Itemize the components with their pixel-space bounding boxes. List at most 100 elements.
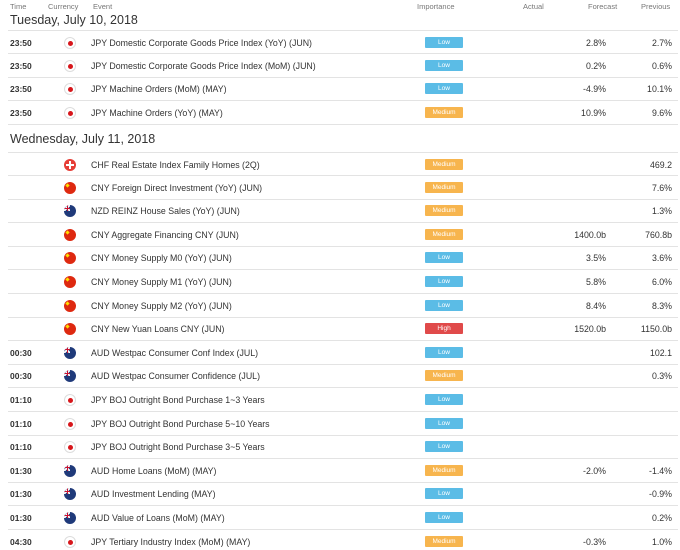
- forecast-value: 1520.0b: [574, 324, 606, 335]
- column-header: Time Currency Event Importance Actual Fo…: [0, 0, 680, 12]
- event-row[interactable]: CHF Real Estate Index Family Homes (2Q) M…: [8, 152, 678, 176]
- event-name[interactable]: AUD Westpac Consumer Conf Index (JUL): [91, 347, 259, 358]
- importance-badge: Low: [425, 417, 463, 429]
- previous-value: 0.3%: [651, 371, 672, 382]
- previous-value: 0.2%: [651, 513, 672, 523]
- event-row[interactable]: CNY Foreign Direct Investment (YoY) (JUN…: [8, 176, 678, 200]
- japan-flag-icon: [64, 37, 76, 49]
- event-name[interactable]: CNY New Yuan Loans CNY (JUN): [91, 324, 225, 335]
- importance-badge: Low: [425, 276, 463, 287]
- event-row[interactable]: CNY Money Supply M1 (YoY) (JUN) Low 5.8% 6.…: [8, 270, 678, 294]
- event-name[interactable]: CNY Money Supply M1 (YoY) (JUN): [91, 277, 232, 287]
- japan-flag-icon: [64, 417, 76, 430]
- event-name[interactable]: JPY BOJ Outright Bond Purchase 1~3 Years: [91, 395, 265, 405]
- event-row[interactable]: NZD REINZ House Sales (YoY) (JUN) Medium 1…: [8, 199, 678, 224]
- importance-badge: Low: [425, 37, 463, 48]
- event-name[interactable]: CNY Aggregate Financing CNY (JUN): [91, 229, 239, 240]
- event-row[interactable]: 01:30 AUD Value of Loans (MoM) (MAY) Low 0.…: [8, 506, 678, 530]
- importance-badge: Medium: [425, 205, 463, 217]
- event-time: 01:30: [10, 513, 32, 523]
- event-row[interactable]: CNY New Yuan Loans CNY (JUN) High 1520.0b 1…: [8, 317, 678, 342]
- event-time: 23:50: [10, 107, 32, 118]
- forecast-value: 5.8%: [585, 277, 606, 287]
- china-flag-icon: [64, 181, 76, 194]
- event-name[interactable]: NZD REINZ House Sales (YoY) (JUN): [91, 206, 240, 217]
- japan-flag-icon: [64, 59, 76, 72]
- previous-value: 1.0%: [651, 536, 672, 547]
- event-name[interactable]: JPY Domestic Corporate Goods Price Index…: [91, 60, 316, 71]
- event-row[interactable]: 01:10 JPY BOJ Outright Bond Purchase 5~10…: [8, 412, 678, 436]
- event-row[interactable]: CNY Aggregate Financing CNY (JUN) Medium 1…: [8, 223, 678, 247]
- event-name[interactable]: AUD Westpac Consumer Confidence (JUL): [91, 371, 260, 382]
- event-row[interactable]: CNY Money Supply M0 (YoY) (JUN) Low 3.5% 3.…: [8, 246, 678, 271]
- event-name[interactable]: JPY Domestic Corporate Goods Price Index…: [91, 38, 312, 48]
- event-row[interactable]: 00:30 AUD Westpac Consumer Conf Index (JU…: [8, 341, 678, 365]
- event-row[interactable]: 01:30 AUD Home Loans (MoM) (MAY) Medium -2.…: [8, 459, 678, 483]
- event-name[interactable]: AUD Value of Loans (MoM) (MAY): [91, 513, 225, 523]
- event-time: 23:50: [10, 38, 32, 48]
- japan-flag-icon: [64, 441, 76, 454]
- event-time: 01:30: [10, 465, 32, 476]
- previous-value: 7.6%: [651, 182, 672, 193]
- japan-flag-icon: [64, 106, 76, 119]
- forecast-value: 2.8%: [585, 38, 606, 48]
- event-name[interactable]: JPY BOJ Outright Bond Purchase 5~10 Year…: [91, 418, 270, 429]
- importance-badge: Medium: [425, 228, 463, 240]
- event-name[interactable]: JPY Tertiary Industry Index (MoM) (MAY): [91, 536, 251, 547]
- previous-value: -1.4%: [649, 465, 672, 476]
- importance-badge: Low: [425, 441, 463, 453]
- event-row[interactable]: 01:10 JPY BOJ Outright Bond Purchase 3~5 …: [8, 435, 678, 460]
- event-name[interactable]: JPY BOJ Outright Bond Purchase 3~5 Years: [91, 442, 265, 453]
- event-row[interactable]: 00:30 AUD Westpac Consumer Confidence (JU…: [8, 364, 678, 389]
- importance-badge: Low: [425, 299, 463, 311]
- event-name[interactable]: CNY Money Supply M2 (YoY) (JUN): [91, 300, 232, 311]
- event-name[interactable]: CNY Money Supply M0 (YoY) (JUN): [91, 253, 232, 264]
- previous-value: -0.9%: [649, 489, 672, 500]
- previous-value: 2.7%: [651, 38, 672, 48]
- event-name[interactable]: JPY Machine Orders (MoM) (MAY): [91, 84, 227, 95]
- column-importance: Importance: [417, 2, 455, 11]
- event-time: 23:50: [10, 60, 32, 71]
- event-name[interactable]: CNY Foreign Direct Investment (YoY) (JUN…: [91, 182, 263, 193]
- previous-value: 760.8b: [645, 229, 672, 240]
- event-time: 00:30: [10, 347, 32, 358]
- event-row[interactable]: 23:50 JPY Machine Orders (YoY) (MAY) Mediu…: [8, 101, 678, 125]
- previous-value: 6.0%: [651, 277, 672, 287]
- china-flag-icon: [64, 323, 76, 336]
- event-row[interactable]: 23:50 JPY Domestic Corporate Goods Price …: [8, 30, 678, 54]
- event-row[interactable]: 01:30 AUD Investment Lending (MAY) Low -0.9…: [8, 482, 678, 507]
- event-row[interactable]: 23:50 JPY Domestic Corporate Goods Price …: [8, 54, 678, 78]
- event-name[interactable]: AUD Home Loans (MoM) (MAY): [91, 465, 217, 476]
- event-name[interactable]: CHF Real Estate Index Family Homes (2Q): [91, 160, 260, 170]
- event-row[interactable]: 04:30 JPY Tertiary Industry Index (MoM) (…: [8, 530, 678, 550]
- australia-flag-icon: [64, 488, 76, 501]
- importance-badge: Low: [425, 512, 463, 523]
- event-row[interactable]: 23:50 JPY Machine Orders (MoM) (MAY) Low -4…: [8, 77, 678, 102]
- event-time: 04:30: [10, 536, 32, 547]
- australia-flag-icon: [64, 370, 76, 383]
- previous-value: 3.6%: [651, 253, 672, 264]
- importance-badge: Medium: [425, 181, 463, 193]
- event-row[interactable]: CNY Money Supply M2 (YoY) (JUN) Low 8.4% 8.…: [8, 294, 678, 318]
- importance-badge: Medium: [425, 159, 463, 170]
- importance-badge: Low: [425, 252, 463, 264]
- event-time: 01:10: [10, 395, 32, 405]
- column-event: Event: [93, 2, 113, 11]
- event-time: 23:50: [10, 84, 32, 95]
- previous-value: 10.1%: [647, 84, 672, 95]
- previous-value: 0.6%: [651, 60, 672, 71]
- event-row[interactable]: 01:10 JPY BOJ Outright Bond Purchase 1~3 …: [8, 388, 678, 412]
- china-flag-icon: [64, 299, 76, 312]
- event-name[interactable]: JPY Machine Orders (YoY) (MAY): [91, 107, 223, 118]
- event-time: 00:30: [10, 371, 32, 382]
- importance-badge: Low: [425, 59, 463, 71]
- japan-flag-icon: [64, 83, 76, 96]
- event-time: 01:10: [10, 442, 32, 453]
- day-heading: Wednesday, July 11, 2018: [10, 132, 156, 146]
- event-name[interactable]: AUD Investment Lending (MAY): [91, 489, 216, 500]
- japan-flag-icon: [64, 535, 76, 548]
- event-time: 01:10: [10, 418, 32, 429]
- importance-badge: Low: [425, 346, 463, 358]
- importance-badge: Low: [425, 488, 463, 500]
- previous-value: 8.3%: [651, 300, 672, 311]
